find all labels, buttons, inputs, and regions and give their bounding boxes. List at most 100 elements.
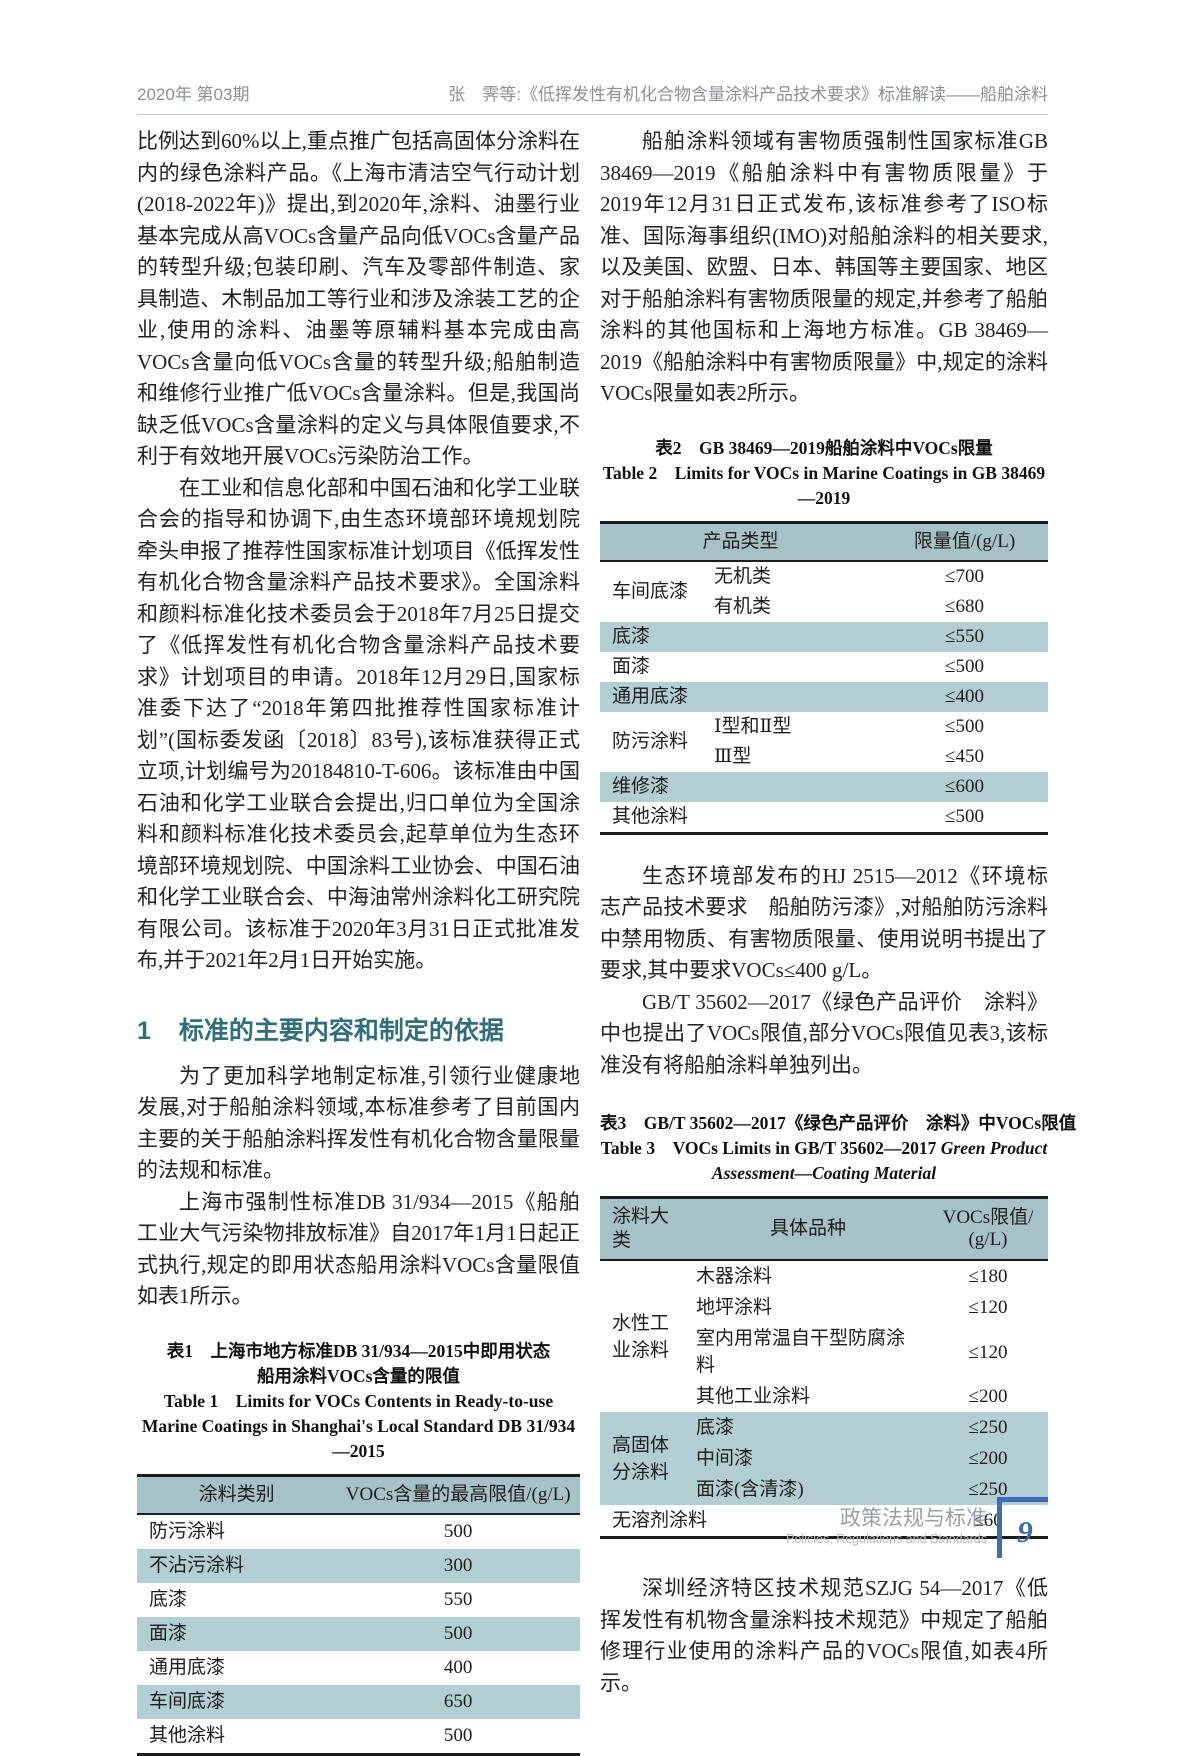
table3-row-anticorrosive: 室内用常温自干型防腐涂料 ≤120: [600, 1323, 1048, 1381]
table3-cell-anticorrosive-limit: ≤120: [968, 1341, 1008, 1363]
table2-row-workshop-organic: 有机类 ≤680: [600, 592, 1048, 622]
table1-cell-category-5: 车间底漆: [137, 1684, 337, 1719]
table3-caption-en-regular: Table 3 VOCs Limits in GB/T 35602—2017: [600, 1138, 941, 1158]
footer-section-title: 政策法规与标准 Policies, Regulations and Standa…: [786, 1497, 987, 1548]
table2-cell-workshop-primer: 车间底漆: [612, 580, 689, 602]
table3-cell-anticorrosive: 室内用常温自干型防腐涂料: [696, 1328, 906, 1376]
table1-cell-category-6: 其他涂料: [149, 1724, 226, 1746]
table1-row-general-primer: 通用底漆 400: [137, 1651, 580, 1685]
table2-row-antifouling-1-2: 防污涂料 Ⅰ型和Ⅱ型 ≤500: [600, 712, 1048, 752]
table2-caption-zh: 表2 GB 38469—2019船舶涂料中VOCs限量: [655, 437, 993, 458]
table3-row-floor: 地坪涂料 ≤120: [600, 1292, 1048, 1323]
table3-header-limit-line1: VOCs限值/: [942, 1207, 1034, 1228]
table3-row-wood: 水性工业涂料 木器涂料 ≤180: [600, 1260, 1048, 1361]
table2-cell-type-1-2-limit: ≤500: [945, 715, 984, 737]
page-footer: 政策法规与标准 Policies, Regulations and Standa…: [786, 1497, 1048, 1558]
table3-cell-hs-topcoat-limit: ≤250: [928, 1474, 1048, 1505]
section-1-number: 1: [137, 1016, 151, 1045]
table1-cell-category-0: 防污涂料: [149, 1520, 226, 1542]
table2-cell-other: 其他涂料: [612, 805, 689, 827]
table2-cell-primer-limit: ≤550: [881, 621, 1048, 652]
table1-cell-limit-4: 400: [443, 1656, 473, 1678]
table1-row-nonstick: 不沾污涂料 300: [137, 1548, 580, 1583]
table2-cell-general-primer-limit: ≤400: [881, 681, 1048, 712]
table1-caption-zh-2: 船用涂料VOCs含量的限值: [257, 1365, 460, 1386]
section-1-heading: 1 标准的主要内容和制定的依据: [137, 1011, 580, 1047]
table2-row-workshop-inorganic: 车间底漆 无机类 ≤700: [600, 561, 1048, 602]
para-standard-project: 在工业和信息化部和中国石油和化学工业联合会的指导和协调下,由生态环境部环境规划院…: [137, 475, 580, 973]
table2-cell-type-3: Ⅲ型: [714, 745, 752, 767]
para-gbt35602: GB/T 35602—2017《绿色产品评价 涂料》中也提出了VOCs限值,部分…: [600, 989, 1048, 1077]
table2-cell-organic: 有机类: [714, 595, 772, 617]
section-1-title: 标准的主要内容和制定的依据: [178, 1016, 504, 1045]
table1-cell-category-4: 通用底漆: [149, 1656, 226, 1678]
para-transition-upgrade: 比例达到60%以上,重点推广包括高固体分涂料在内的绿色涂料产品。《上海市清洁空气…: [137, 129, 580, 468]
table1: 涂料类别 VOCs含量的最高限值/(g/L) 防污涂料 500 不沾污涂料 30…: [137, 1473, 580, 1756]
table2-cell-topcoat: 面漆: [612, 655, 651, 677]
table2-cell-other-limit: ≤500: [945, 805, 984, 827]
table2-cell-primer: 底漆: [600, 621, 881, 652]
table3-cell-hs-primer-limit: ≤250: [928, 1412, 1048, 1443]
page-number-bracket: 9: [997, 1497, 1048, 1558]
table2-row-other: 其他涂料 ≤500: [600, 802, 1048, 834]
table3-row-solvent-free: 无溶剂涂料 ≤60: [600, 1505, 1048, 1538]
page-header: 2020年 第03期 张 霁等:《低挥发性有机化合物含量涂料产品技术要求》标准解…: [137, 80, 1048, 115]
para-gb38469: 船舶涂料领域有害物质强制性国家标准GB 38469—2019《船舶涂料中有害物质…: [600, 129, 1048, 405]
table3-caption-en-italic: Green Product Assessment—Coating Materia…: [711, 1138, 1048, 1183]
table3-caption-zh: 表3 GB/T 35602—2017《绿色产品评价 涂料》中VOCs限值: [600, 1113, 1077, 1133]
table2-row-repair: 维修漆 ≤600: [600, 771, 1048, 802]
para-shanghai-standard: 上海市强制性标准DB 31/934—2015《船舶工业大气污染物排放标准》自20…: [137, 1189, 580, 1309]
table3-row-other-industrial: 其他工业涂料 ≤200: [600, 1381, 1048, 1412]
table2-cell-type-3-limit: ≤450: [945, 745, 984, 767]
table3-cell-wood: 木器涂料: [696, 1266, 773, 1287]
table3-header-row: 涂料大类 具体品种 VOCs限值/ (g/L): [600, 1197, 1048, 1261]
table3-row-hs-intermediate: 中间漆 ≤200: [600, 1443, 1048, 1474]
table3-cell-wood-limit: ≤180: [968, 1266, 1008, 1287]
table3-cell-other-industrial-limit: ≤200: [968, 1386, 1008, 1407]
table2-caption: 表2 GB 38469—2019船舶涂料中VOCs限量 Table 2 Limi…: [600, 436, 1048, 511]
table2-cell-repair-limit: ≤600: [881, 771, 1048, 802]
right-column: 船舶涂料领域有害物质强制性国家标准GB 38469—2019《船舶涂料中有害物质…: [600, 126, 1077, 1756]
page-number: 9: [1017, 1514, 1033, 1549]
table1-cell-limit-1: 300: [336, 1548, 580, 1583]
table1-caption-en: Table 1 Limits for VOCs Contents in Read…: [141, 1390, 576, 1461]
table3-row-hs-topcoat: 面漆(含清漆) ≤250: [600, 1474, 1048, 1505]
table2-cell-topcoat-limit: ≤500: [945, 655, 984, 677]
table3-header-type: 具体品种: [688, 1197, 928, 1261]
table3-header-limit: VOCs限值/ (g/L): [928, 1197, 1048, 1261]
table2-cell-antifouling: 防污涂料: [612, 730, 689, 752]
table1-header-row: 涂料类别 VOCs含量的最高限值/(g/L): [137, 1475, 580, 1515]
table3-cell-solvent-free: 无溶剂涂料: [612, 1510, 708, 1531]
table1-row-other: 其他涂料 500: [137, 1719, 580, 1755]
table3-cell-other-industrial: 其他工业涂料: [696, 1386, 811, 1407]
table3-cell-solvent-free-limit: ≤60: [973, 1510, 1003, 1531]
table1-cell-category-3: 面漆: [137, 1616, 337, 1651]
table2-row-topcoat: 面漆 ≤500: [600, 652, 1048, 682]
table3-cell-floor-limit: ≤120: [968, 1297, 1008, 1318]
header-running-title: 张 霁等:《低挥发性有机化合物含量涂料产品技术要求》标准解读——船舶涂料: [448, 85, 1048, 104]
table2-header-product: 产品类型: [600, 522, 881, 562]
table2-cell-inorganic-limit: ≤700: [945, 565, 984, 587]
table3-cell-hs-primer: 底漆: [688, 1412, 928, 1443]
table1-caption: 表1 上海市地方标准DB 31/934—2015中即用状态 船用涂料VOCs含量…: [137, 1339, 580, 1464]
table2-cell-repair: 维修漆: [600, 771, 881, 802]
table2-cell-inorganic: 无机类: [714, 565, 772, 587]
table3-header-category: 涂料大类: [600, 1197, 688, 1261]
table1-row-workshop-primer: 车间底漆 650: [137, 1684, 580, 1719]
table3-cell-waterborne: 水性工业涂料: [612, 1312, 670, 1361]
table2-header-row: 产品类型 限量值/(g/L): [600, 522, 1048, 562]
table3-cell-hs-intermediate: 中间漆: [688, 1443, 928, 1474]
para-basis-intro: 为了更加科学地制定标准,引领行业健康地发展,对于船舶涂料领域,本标准参考了目前国…: [137, 1063, 580, 1183]
table1-caption-zh-1: 表1 上海市地方标准DB 31/934—2015中即用状态: [166, 1340, 551, 1361]
header-issue: 2020年 第03期: [137, 85, 250, 104]
table3-cell-high-solid: 高固体分涂料: [600, 1412, 688, 1505]
table1-header-limit: VOCs含量的最高限值/(g/L): [336, 1475, 580, 1515]
table2: 产品类型 限量值/(g/L) 车间底漆 无机类 ≤700 有机类 ≤680 底漆…: [600, 520, 1048, 835]
table2-row-general-primer: 通用底漆 ≤400: [600, 681, 1048, 712]
table1-cell-category-1: 不沾污涂料: [137, 1548, 337, 1583]
table3-cell-hs-topcoat: 面漆(含清漆): [688, 1474, 928, 1505]
content-columns: 比例达到60%以上,重点推广包括高固体分涂料在内的绿色涂料产品。《上海市清洁空气…: [137, 126, 1077, 1756]
table3-caption: 表3 GB/T 35602—2017《绿色产品评价 涂料》中VOCs限值 Tab…: [600, 1111, 1077, 1186]
table1-row-topcoat: 面漆 500: [137, 1616, 580, 1651]
para-hj2515: 生态环境部发布的HJ 2515—2012《环境标志产品技术要求 船舶防污漆》,对…: [600, 863, 1048, 983]
